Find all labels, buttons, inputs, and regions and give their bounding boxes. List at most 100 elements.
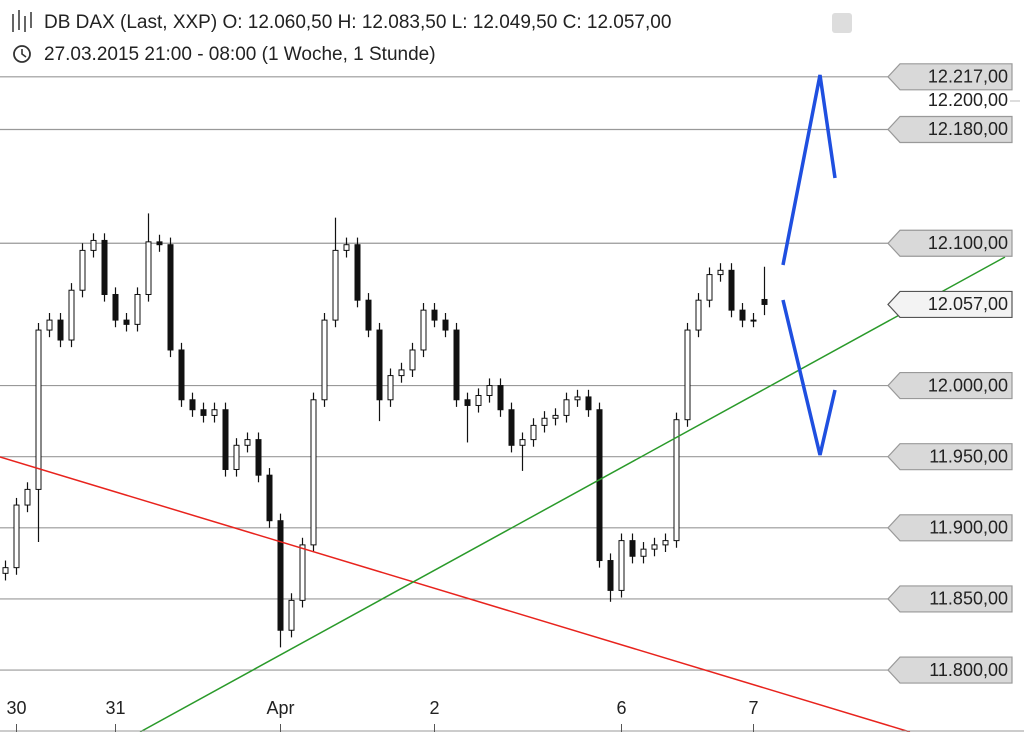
candle-body	[222, 409, 229, 470]
candle-body	[332, 249, 339, 321]
candle-body	[255, 439, 262, 476]
price-tags: 12.217,00 12.180,00 12.100,00 12.000,00 11.9…	[887, 63, 1013, 684]
candle-body	[706, 274, 713, 301]
chart-title: DB DAX (Last, XXP) O: 12.060,50 H: 12.08…	[44, 12, 671, 33]
candle-body	[508, 409, 515, 446]
level-tag	[887, 63, 1013, 91]
candle-body	[739, 309, 746, 321]
candle-body	[299, 544, 306, 601]
candle-body	[409, 349, 416, 371]
candle-body	[574, 396, 581, 401]
candle-body	[442, 319, 449, 331]
level-tag-label: 11.900,00	[929, 518, 1008, 538]
candle-body	[321, 319, 328, 401]
candle-body	[530, 424, 537, 441]
level-tag	[887, 229, 1013, 257]
candle-body	[387, 375, 394, 401]
bars-icon	[12, 10, 32, 32]
level-tag-label: 11.800,00	[929, 660, 1008, 680]
candle-body	[35, 329, 42, 490]
red-trendline	[0, 456, 911, 732]
level-tag-label: 12.000,00	[928, 375, 1008, 395]
candle-body	[178, 349, 185, 401]
level-tag	[887, 656, 1013, 684]
candle-body	[475, 395, 482, 406]
green-trendline	[139, 256, 1006, 732]
candle-body	[398, 369, 405, 377]
candle-body	[2, 567, 9, 574]
candle-body	[266, 474, 273, 522]
candle-body	[596, 409, 603, 562]
x-tick-label: Apr	[266, 698, 294, 718]
candle-body	[277, 520, 284, 631]
candle-body	[761, 298, 768, 305]
candle-body	[651, 544, 658, 550]
candle-body	[541, 417, 548, 426]
candle-body	[519, 439, 526, 446]
candle-body	[68, 289, 75, 341]
candle-body	[112, 293, 119, 321]
candle-body	[695, 299, 702, 331]
candle-body	[420, 309, 427, 351]
candle-body	[189, 399, 196, 411]
last-price-tag	[887, 290, 1013, 319]
level-tag	[887, 585, 1013, 613]
candle-body	[376, 329, 383, 401]
candle-body	[13, 504, 20, 569]
x-tick-label: 2	[429, 698, 439, 718]
candle-body	[79, 249, 86, 291]
x-tick-label: 6	[616, 698, 626, 718]
header: DB DAX (Last, XXP) O: 12.060,50 H: 12.08…	[12, 10, 852, 65]
chart-subtitle: 27.03.2015 21:00 - 08:00 (1 Woche, 1 Stu…	[44, 44, 436, 65]
candle-body	[101, 239, 108, 295]
level-tag-label: 11.850,00	[929, 589, 1008, 609]
level-tag-label: 11.950,00	[929, 446, 1008, 466]
candle-body	[750, 319, 757, 322]
down-projection	[781, 299, 837, 456]
x-tick-label: 7	[748, 698, 758, 718]
level-tag-label: 12.217,00	[928, 67, 1008, 87]
candle-body	[123, 319, 130, 325]
level-tag	[887, 115, 1013, 144]
candle-body	[629, 540, 636, 557]
candle-body	[354, 244, 361, 301]
candle-body	[662, 540, 669, 546]
y-tick-label: 12.200,00	[928, 90, 1008, 110]
up-projection	[781, 74, 837, 266]
candle-body	[233, 444, 240, 470]
candle-body	[288, 599, 295, 631]
clock-hands	[21, 49, 27, 58]
grid-layer: 12.200,00	[0, 76, 1020, 671]
settings-icon[interactable]	[832, 13, 852, 33]
candle-body	[464, 399, 471, 406]
level-tag	[887, 443, 1013, 471]
candle-body	[607, 560, 614, 591]
candle-body	[57, 319, 64, 341]
x-tick-label: 30	[6, 698, 26, 718]
x-tick-label: 31	[105, 698, 125, 718]
candle-body	[497, 385, 504, 411]
candle-body	[200, 409, 207, 416]
candle-body	[46, 319, 53, 331]
candle-body	[728, 269, 735, 311]
candle-body	[563, 399, 570, 416]
candle-body	[365, 299, 372, 331]
candle-body	[145, 241, 152, 295]
candle-body	[310, 399, 317, 546]
candle-body	[618, 540, 625, 591]
level-tag	[887, 371, 1013, 400]
candle-body	[431, 309, 438, 321]
candle-body	[585, 396, 592, 411]
clock-icon	[13, 45, 31, 63]
candles	[2, 213, 768, 648]
candle-body	[156, 241, 163, 246]
candle-body	[453, 329, 460, 401]
candle-body	[244, 439, 251, 446]
candle-body	[673, 419, 680, 542]
level-tag-label: 12.180,00	[928, 119, 1008, 139]
x-axis: 30 31 Apr 2 6 7	[0, 698, 1024, 732]
candle-body	[211, 409, 218, 416]
candle-body	[684, 329, 691, 421]
candle-body	[134, 293, 141, 325]
